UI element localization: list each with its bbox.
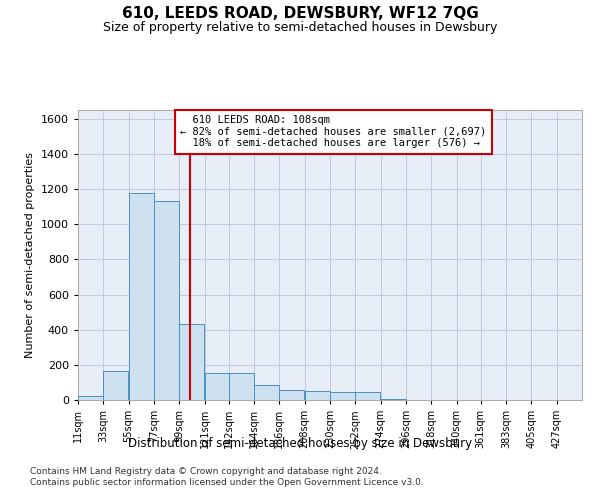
Bar (205, 373, 230, 400)
Bar (355, 392, 380, 400)
Bar (103, 371, 128, 400)
Text: Distribution of semi-detached houses by size in Dewsbury: Distribution of semi-detached houses by … (128, 438, 472, 450)
Bar (128, 194, 154, 400)
Text: 610 LEEDS ROAD: 108sqm
← 82% of semi-detached houses are smaller (2,697)
  18% o: 610 LEEDS ROAD: 108sqm ← 82% of semi-det… (181, 116, 487, 148)
Bar (254, 385, 279, 400)
Text: 610, LEEDS ROAD, DEWSBURY, WF12 7QG: 610, LEEDS ROAD, DEWSBURY, WF12 7QG (122, 6, 478, 21)
Y-axis label: Number of semi-detached properties: Number of semi-detached properties (25, 152, 35, 358)
Bar (380, 399, 406, 400)
Bar (305, 391, 329, 400)
Bar (280, 390, 304, 400)
Text: Contains HM Land Registry data © Crown copyright and database right 2024.
Contai: Contains HM Land Registry data © Crown c… (30, 468, 424, 487)
Bar (179, 324, 204, 400)
Bar (229, 373, 254, 400)
Bar (78, 396, 103, 400)
Bar (330, 392, 355, 400)
Text: Size of property relative to semi-detached houses in Dewsbury: Size of property relative to semi-detach… (103, 21, 497, 34)
Bar (154, 200, 179, 400)
